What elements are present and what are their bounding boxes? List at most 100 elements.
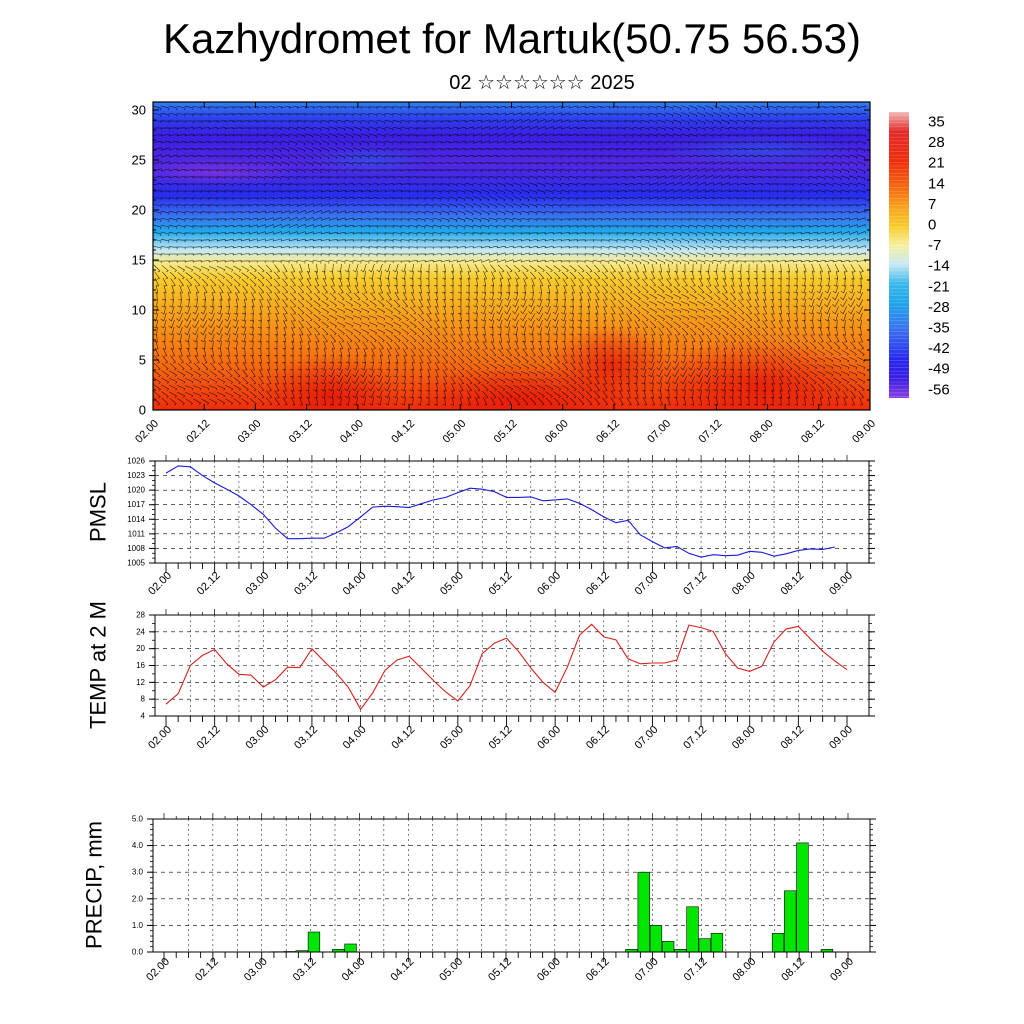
colorbar-label: -21 <box>928 278 950 295</box>
section-y-tick-label: 5 <box>139 353 146 368</box>
pmsl-axes-x-tick-label: 02.12 <box>195 570 223 598</box>
section-x-tick-label: 05.00 <box>440 418 468 446</box>
precip-axes-x-tick-label: 02.00 <box>144 956 172 984</box>
temp-axes-x-tick-label: 04.00 <box>341 724 369 752</box>
temp-axes-x-tick-label: 02.12 <box>195 724 223 752</box>
precip-ylabel: PRECIP, mm <box>82 821 107 949</box>
colorbar-label: 28 <box>928 134 945 151</box>
precip-bar <box>784 890 797 953</box>
pmsl-grid <box>155 461 869 563</box>
colorbar-label: 21 <box>928 155 945 172</box>
section-x-tick-label: 06.00 <box>543 418 571 446</box>
section-x-tick-label: 09.00 <box>850 418 878 446</box>
temp-axes-x-tick-label: 05.00 <box>438 724 466 752</box>
precip-bars <box>271 842 834 953</box>
colorbar-gradient <box>889 112 909 398</box>
temp-panel: 4 8 12 16 20 24 28 02.00 02.12 03.00 03.12 04.00 04.… <box>86 601 875 752</box>
precip-bar <box>307 931 321 953</box>
pmsl-axes-x-tick-label: 05.12 <box>487 570 515 598</box>
page-title: Kazhydromet for Martuk(50.75 56.53) <box>162 15 861 62</box>
temp-axes-x-tick-label: 06.00 <box>535 724 563 752</box>
colorbar-label: 7 <box>928 196 936 213</box>
pmsl-axes-x-tick-label: 02.00 <box>146 570 174 598</box>
temp-axes-y-tick-label: 8 <box>141 695 146 704</box>
section-y-tick-label: 30 <box>132 103 146 118</box>
precip-axes-x-tick-label: 05.00 <box>437 956 465 984</box>
precip-bar <box>661 941 675 953</box>
pmsl-axes-x-tick-label: 06.12 <box>584 570 612 598</box>
precip-axes-x-tick-label: 08.12 <box>779 956 807 984</box>
temp-axes-y-tick-label: 20 <box>136 644 145 653</box>
colorbar-label: -14 <box>928 258 950 275</box>
pmsl-frame <box>154 460 870 564</box>
wind-barbs <box>153 105 867 406</box>
precip-axes-y-tick-label: 0.0 <box>132 948 144 957</box>
precip-bar <box>686 906 699 953</box>
section-x-tick-label: 02.12 <box>184 418 212 446</box>
precip-axes-x-tick-label: 04.00 <box>340 956 368 984</box>
precip-axes-x-tick-label: 08.00 <box>730 956 758 984</box>
temp-axes-x-tick-label: 03.12 <box>292 724 320 752</box>
precip-bar <box>637 871 650 953</box>
colorbar-label: 0 <box>928 217 936 234</box>
temp-axes-x-tick-label: 06.12 <box>584 724 612 752</box>
temp-ylabel: TEMP at 2 M <box>86 601 111 729</box>
section-x-tick-label: 08.12 <box>799 418 827 446</box>
colorbar-label: -28 <box>928 299 950 316</box>
precip-grid <box>153 819 870 952</box>
pmsl-axes-y-tick-label: 1026 <box>127 457 145 466</box>
precip-axes-x-tick-label: 06.00 <box>535 956 563 984</box>
precip-axes-x-tick-label: 04.12 <box>388 956 416 984</box>
colorbar-labels: 35 28 21 14 7 0 -7 -14 -21 -28 -35 -42 -49 -56 <box>928 114 950 399</box>
pmsl-axes-x-tick-label: 07.00 <box>633 570 661 598</box>
precip-axes-x-tick-label: 09.00 <box>828 956 856 984</box>
precip-frame <box>152 818 871 953</box>
temp-axes-x-tick-label: 07.00 <box>633 724 661 752</box>
pmsl-axes-x-tick-label: 04.12 <box>389 570 417 598</box>
precip-bar <box>771 933 785 953</box>
pmsl-axes-y-tick-label: 1011 <box>128 529 146 538</box>
temp-axes-x-tick-label: 08.00 <box>730 724 758 752</box>
colorbar-label: -49 <box>928 361 950 378</box>
precip-panel: 0.0 1.0 2.0 3.0 4.0 5.0 02.00 02.12 03.00 03.12 04… <box>82 813 876 984</box>
temp-axes-y-tick-label: 28 <box>136 611 145 620</box>
section-y-tick-label: 25 <box>132 153 146 168</box>
temp-axes-y-tick-label: 16 <box>136 661 145 670</box>
cold-core <box>660 134 860 166</box>
precip-axes-x-tick-label: 07.00 <box>633 956 661 984</box>
pmsl-axes-y-tick-label: 1008 <box>127 544 145 553</box>
precip-axes-x-tick-label: 03.12 <box>291 956 319 984</box>
pmsl-axes-x-tick-label: 06.00 <box>535 570 563 598</box>
precip-bar <box>649 925 663 953</box>
pmsl-ylabel: PMSL <box>86 482 111 542</box>
colorbar-steps <box>889 111 909 397</box>
section-y-axis: 0 5 10 15 20 25 30 <box>132 103 870 418</box>
temp-axes-y-tick-label: 12 <box>136 678 145 687</box>
section-y-tick-label: 20 <box>132 203 146 218</box>
pmsl-axes-y-tick-label: 1014 <box>127 515 145 524</box>
temp-axes-x-tick-label: 03.00 <box>243 724 271 752</box>
precip-axes-y-tick-label: 5.0 <box>132 815 144 824</box>
pmsl-axes-x-tick-label: 09.00 <box>827 570 855 598</box>
temp-grid <box>155 615 869 716</box>
precip-axes-x-tick-label: 05.12 <box>486 956 514 984</box>
section-x-tick-label: 07.12 <box>697 418 725 446</box>
colorbar-label: -56 <box>928 381 950 398</box>
precip-axes-y-tick-label: 1.0 <box>132 921 144 930</box>
page-subtitle: 02 ☆☆☆☆☆☆ 2025 <box>449 72 635 94</box>
pmsl-panel: 1005 1008 1011 1014 1017 1020 1023 1026 02.00 02.… <box>86 455 875 598</box>
precip-axes-y-tick-label: 4.0 <box>132 841 144 850</box>
section-x-tick-label: 07.00 <box>645 418 673 446</box>
precip-axes-x-tick-label: 02.12 <box>193 956 221 984</box>
section-y-tick-label: 15 <box>132 253 146 268</box>
pmsl-axes-x-tick-label: 08.00 <box>730 570 758 598</box>
section-x-tick-label: 03.12 <box>287 418 315 446</box>
pmsl-axes-y-tick-label: 1020 <box>127 486 145 495</box>
wind-barb-field <box>153 105 867 406</box>
colorbar-label: -35 <box>928 320 950 337</box>
precip-axes: 0.0 1.0 2.0 3.0 4.0 5.0 02.00 02.12 03.00 03.12 04… <box>132 813 876 984</box>
precip-axes-x-tick-label: 07.12 <box>682 956 710 984</box>
pmsl-axes-x-tick-label: 03.00 <box>243 570 271 598</box>
section-x-tick-label: 02.00 <box>133 418 161 446</box>
